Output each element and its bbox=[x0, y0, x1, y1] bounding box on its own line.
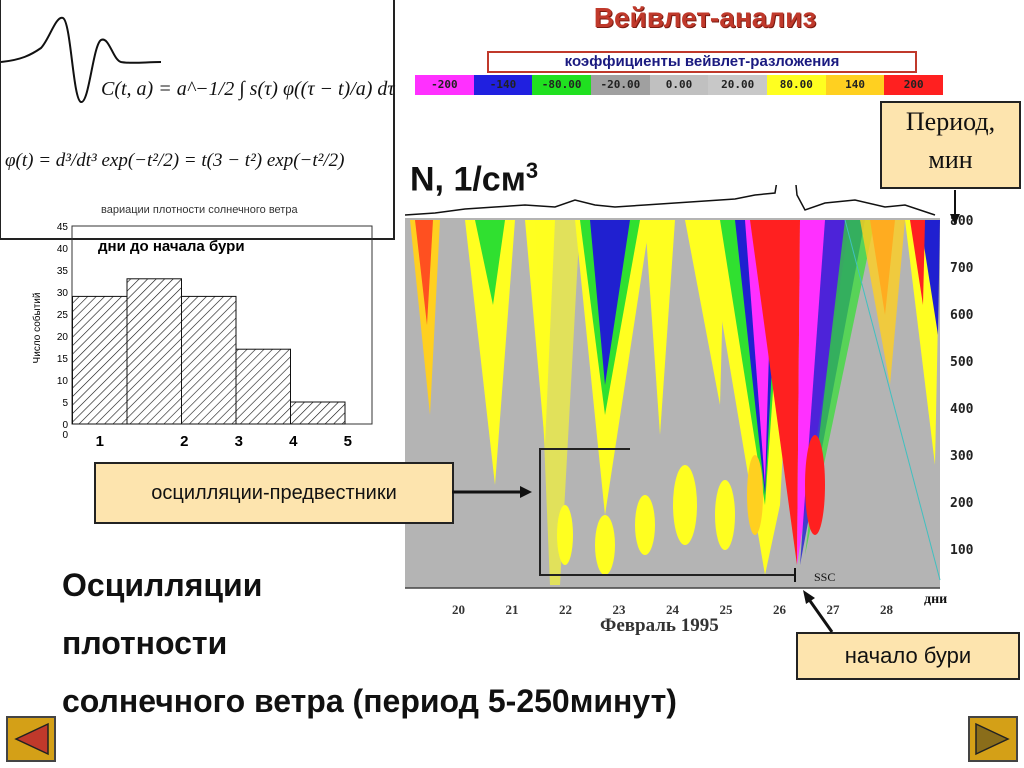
slide-heading: Осцилляции плотности солнечного ветра (п… bbox=[62, 567, 677, 719]
precursor-oscillations-callout: осцилляции-предвестники bbox=[94, 462, 454, 524]
histogram-bar bbox=[181, 295, 237, 425]
period-tick: 800 bbox=[950, 214, 974, 229]
arrow-left-icon bbox=[14, 722, 49, 756]
histogram-ytick: 10 bbox=[57, 376, 69, 387]
histogram-xtick: 2 bbox=[180, 433, 188, 450]
day-tick: 26 bbox=[773, 602, 786, 617]
scale-cell: 140 bbox=[825, 75, 885, 95]
histogram-title: дни до начала бури bbox=[98, 238, 245, 255]
scale-cell: -80.00 bbox=[532, 75, 592, 95]
histogram-ytick: 5 bbox=[62, 398, 68, 409]
histogram-xtick: 1 bbox=[96, 433, 104, 450]
day-tick: 22 bbox=[559, 602, 572, 617]
wavelet-curve-icon bbox=[1, 16, 161, 104]
histogram-bar bbox=[126, 278, 182, 425]
slide-title: Вейвлет-анализ bbox=[593, 2, 817, 33]
histogram-ytick: 0 bbox=[62, 420, 68, 431]
scale-cell: -200 bbox=[415, 75, 474, 95]
histogram-xzero: 0 bbox=[62, 430, 68, 441]
period-tick: 400 bbox=[950, 402, 974, 417]
formula-panel: C(t, a) = a^−1/2 ∫ s(τ) φ((τ − t)/a) dτ … bbox=[0, 0, 395, 240]
day-tick: 21 bbox=[505, 602, 519, 617]
ssc-label: SSC bbox=[814, 570, 836, 584]
day-tick: 27 bbox=[826, 602, 840, 617]
wavelet-spectrogram bbox=[405, 185, 941, 589]
histogram-bar bbox=[290, 401, 346, 425]
scale-cell: 80.00 bbox=[767, 75, 826, 95]
period-tick: 600 bbox=[950, 308, 974, 323]
storm-onset-callout: начало бури bbox=[796, 632, 1020, 680]
density-label: N, 1/см3 bbox=[410, 158, 539, 199]
histogram-ytick: 25 bbox=[57, 310, 69, 321]
day-tick: 23 bbox=[612, 602, 626, 617]
histogram-bar bbox=[72, 295, 128, 425]
histogram-bar bbox=[235, 348, 291, 425]
wavelet-transform-formula: C(t, a) = a^−1/2 ∫ s(τ) φ((τ − t)/a) dτ bbox=[101, 78, 395, 100]
scale-cell: 200 bbox=[884, 75, 944, 95]
month-label: Февраль 1995 bbox=[600, 615, 719, 636]
histogram-ylabel: Число событий bbox=[31, 293, 43, 364]
coefficient-label: коэффициенты вейвлет-разложения bbox=[487, 51, 917, 73]
scale-cell: 20.00 bbox=[708, 75, 768, 95]
day-tick: 20 bbox=[452, 602, 465, 617]
period-tick: 700 bbox=[950, 261, 974, 276]
histogram-xtick: 5 bbox=[344, 433, 352, 450]
histogram-ytick: 30 bbox=[57, 288, 69, 299]
scale-cell: -140 bbox=[473, 75, 533, 95]
histogram-ytick: 15 bbox=[57, 354, 69, 365]
histogram-xtick: 3 bbox=[235, 433, 243, 450]
period-tick: 100 bbox=[950, 543, 974, 558]
day-tick: 25 bbox=[719, 602, 733, 617]
histogram-ytick: 35 bbox=[57, 266, 69, 277]
period-tick: 300 bbox=[950, 449, 974, 464]
days-axis-label: дни bbox=[924, 592, 948, 607]
histogram-ytick: 20 bbox=[57, 332, 69, 343]
period-callout: Период, мин bbox=[880, 101, 1021, 189]
arrow-right-icon bbox=[975, 722, 1010, 756]
day-tick: 28 bbox=[880, 602, 893, 617]
period-tick: 500 bbox=[950, 355, 974, 370]
next-slide-button[interactable] bbox=[968, 716, 1018, 762]
histogram-xtick: 4 bbox=[289, 433, 298, 450]
prev-slide-button[interactable] bbox=[6, 716, 56, 762]
density-curve bbox=[405, 185, 936, 216]
period-tick: 200 bbox=[950, 496, 974, 511]
scale-cell: 0.00 bbox=[649, 75, 709, 95]
scale-cell: -20.00 bbox=[591, 75, 650, 95]
histogram-ytick: 40 bbox=[57, 244, 69, 255]
color-scale: -200 -140 -80.00 -20.00 0.00 20.00 80.00 140 200 bbox=[415, 75, 944, 95]
wavelet-definition-formula: φ(t) = d³/dt³ exp(−t²/2) = t(3 − t²) exp… bbox=[5, 150, 345, 171]
day-tick: 24 bbox=[666, 602, 679, 617]
wind-caption: вариации плотности солнечного ветра bbox=[101, 204, 298, 216]
histogram-ytick: 45 bbox=[57, 222, 69, 233]
